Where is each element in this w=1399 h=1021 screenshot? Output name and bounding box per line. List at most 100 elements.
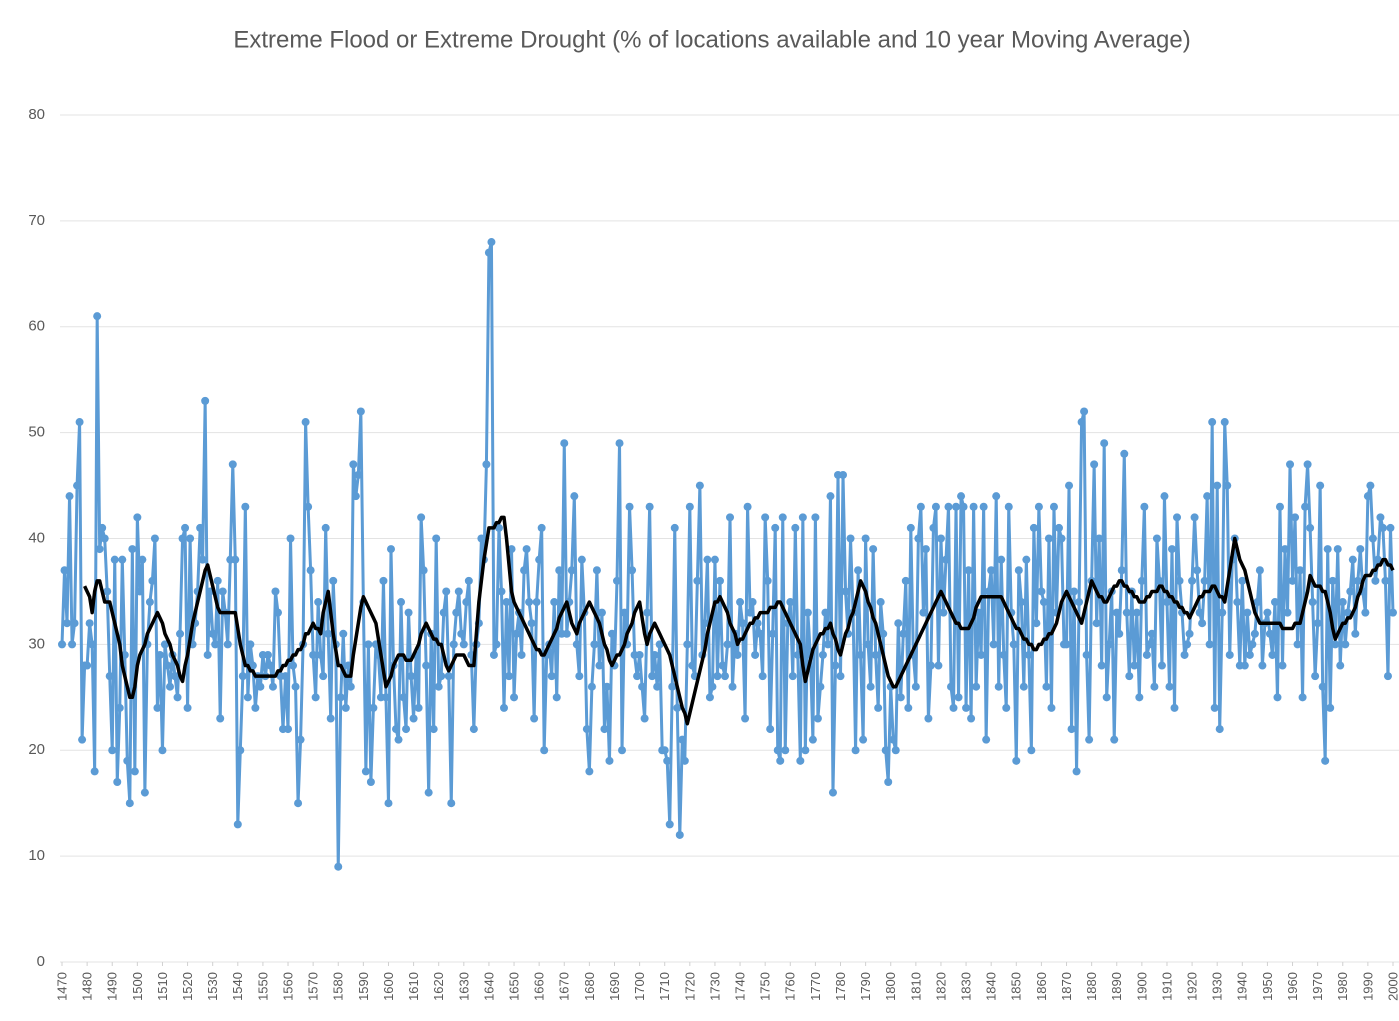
point-marker (1250, 629, 1259, 638)
x-tick-label: 1480 (80, 972, 95, 1001)
point-marker (989, 640, 998, 649)
point-marker (587, 682, 596, 691)
point-marker (487, 238, 496, 247)
point-marker (856, 650, 865, 659)
point-marker (1029, 523, 1038, 532)
point-marker (248, 661, 257, 670)
point-marker (434, 682, 443, 691)
x-tick-label: 1750 (758, 972, 773, 1001)
point-marker (924, 714, 933, 723)
point-marker (522, 545, 531, 554)
point-marker (1185, 629, 1194, 638)
point-marker (590, 640, 599, 649)
point-marker (1245, 650, 1254, 659)
point-marker (1070, 587, 1079, 596)
point-marker (263, 650, 272, 659)
x-tick-label: 1650 (506, 972, 521, 1001)
x-tick-label: 1530 (205, 972, 220, 1001)
point-marker (846, 534, 855, 543)
point-marker (294, 799, 303, 808)
point-marker (1137, 576, 1146, 585)
point-marker (1135, 693, 1144, 702)
point-marker (567, 566, 576, 575)
point-marker (678, 735, 687, 744)
point-marker (751, 650, 760, 659)
point-marker (336, 693, 345, 702)
point-marker (899, 629, 908, 638)
point-marker (931, 502, 940, 511)
point-marker (911, 682, 920, 691)
point-marker (1343, 608, 1352, 617)
point-marker (570, 492, 579, 501)
point-marker (1037, 587, 1046, 596)
x-tick-label: 1790 (858, 972, 873, 1001)
point-marker (703, 555, 712, 564)
point-marker (98, 523, 107, 532)
point-marker (643, 608, 652, 617)
point-marker (1132, 608, 1141, 617)
point-marker (575, 672, 584, 681)
point-marker (555, 566, 564, 575)
point-marker (286, 534, 295, 543)
point-marker (444, 672, 453, 681)
point-marker (1097, 661, 1106, 670)
point-marker (919, 608, 928, 617)
point-marker (108, 746, 117, 755)
point-marker (648, 672, 657, 681)
point-marker (1105, 640, 1114, 649)
point-marker (273, 608, 282, 617)
point-marker (1368, 534, 1377, 543)
point-marker (861, 534, 870, 543)
point-marker (1270, 598, 1279, 607)
point-marker (615, 439, 624, 448)
point-marker (1075, 598, 1084, 607)
point-marker (507, 545, 516, 554)
point-marker (1125, 672, 1134, 681)
point-marker (1200, 576, 1209, 585)
point-marker (1210, 703, 1219, 712)
point-marker (520, 566, 529, 575)
point-marker (469, 725, 478, 734)
point-marker (1353, 576, 1362, 585)
point-marker (422, 661, 431, 670)
point-marker (592, 566, 601, 575)
point-marker (771, 523, 780, 532)
point-marker (1017, 598, 1026, 607)
point-marker (1057, 534, 1066, 543)
point-marker (329, 576, 338, 585)
point-marker (502, 598, 511, 607)
x-tick-label: 1470 (54, 972, 69, 1001)
point-marker (163, 661, 172, 670)
point-marker (1383, 672, 1392, 681)
point-marker (914, 534, 923, 543)
point-marker (987, 566, 996, 575)
point-marker (90, 767, 99, 776)
point-marker (1321, 756, 1330, 765)
point-marker (158, 746, 167, 755)
point-marker (1346, 587, 1355, 596)
point-marker (1263, 608, 1272, 617)
point-marker (1286, 460, 1295, 469)
point-marker (741, 714, 750, 723)
point-marker (1378, 523, 1387, 532)
y-tick-label: 20 (28, 741, 45, 758)
point-marker (831, 661, 840, 670)
point-marker (505, 672, 514, 681)
point-marker (1027, 746, 1036, 755)
point-marker (1145, 640, 1154, 649)
point-marker (477, 534, 486, 543)
point-marker (1328, 576, 1337, 585)
point-marker (884, 778, 893, 787)
x-tick-label: 1610 (406, 972, 421, 1001)
x-tick-label: 1560 (280, 972, 295, 1001)
point-marker (947, 682, 956, 691)
point-marker (494, 523, 503, 532)
point-marker (525, 598, 534, 607)
point-marker (452, 608, 461, 617)
point-marker (251, 703, 260, 712)
point-marker (339, 629, 348, 638)
point-marker (218, 587, 227, 596)
point-marker (786, 598, 795, 607)
point-marker (562, 629, 571, 638)
point-marker (369, 703, 378, 712)
